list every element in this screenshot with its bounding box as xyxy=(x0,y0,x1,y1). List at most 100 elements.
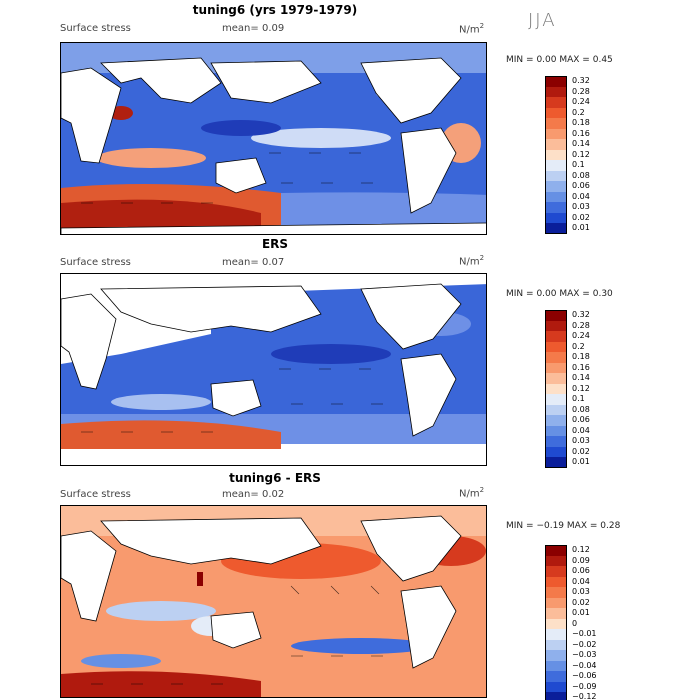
colorbar-entry: 0 xyxy=(545,618,637,629)
colorbar-swatch xyxy=(545,202,567,213)
colorbar-entry: 0.16 xyxy=(545,128,637,139)
colorbar-swatch xyxy=(545,576,567,587)
panel1-field-label: Surface stress xyxy=(60,23,131,34)
colorbar-swatch xyxy=(545,170,567,181)
colorbar-swatch xyxy=(545,310,567,321)
colorbar-entry: 0.02 xyxy=(545,212,637,223)
colorbar-label: 0.02 xyxy=(572,446,590,456)
colorbar-label: 0.28 xyxy=(572,86,590,96)
colorbar-label: 0.09 xyxy=(572,555,590,565)
colorbar-swatch xyxy=(545,394,567,405)
panel2-mean-label: mean= xyxy=(222,257,259,268)
colorbar-entry: 0.01 xyxy=(545,608,637,619)
colorbar-entry: 0.12 xyxy=(545,383,637,394)
panel3-mean-label: mean= xyxy=(222,489,259,500)
colorbar-entry: 0.24 xyxy=(545,331,637,342)
colorbar-swatch xyxy=(545,223,567,234)
colorbar-swatch xyxy=(545,671,567,682)
colorbar-entry: −0.03 xyxy=(545,650,637,661)
colorbar-entry: −0.09 xyxy=(545,681,637,692)
colorbar-label: 0.2 xyxy=(572,341,585,351)
colorbar-swatch xyxy=(545,608,567,619)
colorbar-label: 0.03 xyxy=(572,587,590,597)
colorbar-entry: 0.01 xyxy=(545,223,637,234)
colorbar-entry: −0.01 xyxy=(545,629,637,640)
colorbar-label: 0.04 xyxy=(572,191,590,201)
colorbar-label: 0.18 xyxy=(572,352,590,362)
colorbar-entry: −0.12 xyxy=(545,692,637,700)
colorbar-label: 0.2 xyxy=(572,107,585,117)
colorbar-entry: 0.14 xyxy=(545,373,637,384)
colorbar-swatch xyxy=(545,128,567,139)
panel1-mean-label: mean= xyxy=(222,23,259,34)
colorbar-swatch xyxy=(545,139,567,150)
colorbar-swatch xyxy=(545,191,567,202)
panel3-minmax: MIN = −0.19 MAX = 0.28 xyxy=(506,521,621,531)
panel3-map xyxy=(60,505,487,698)
colorbar-label: 0 xyxy=(572,618,578,628)
colorbar-label: 0.06 xyxy=(572,415,590,425)
colorbar-entry: 0.06 xyxy=(545,415,637,426)
colorbar-swatch xyxy=(545,212,567,223)
panel2-title: ERS xyxy=(261,237,289,251)
colorbar-label: 0.01 xyxy=(572,457,590,467)
panel3-map-svg xyxy=(61,506,486,697)
colorbar-label: 0.01 xyxy=(572,608,590,618)
colorbar-entry: 0.18 xyxy=(545,118,637,129)
panel2-unit: N/m2 xyxy=(459,254,485,268)
colorbar-entry: 0.02 xyxy=(545,597,637,608)
colorbar-swatch xyxy=(545,76,567,87)
colorbar-label: 0.06 xyxy=(572,566,590,576)
colorbar-entry: 0.04 xyxy=(545,191,637,202)
panel1-title: tuning6 (yrs 1979-1979) xyxy=(192,3,358,17)
colorbar-entry: 0.16 xyxy=(545,362,637,373)
panel1-minmax: MIN = 0.00 MAX = 0.45 xyxy=(506,55,613,65)
panel2-colorbar: 0.32 0.28 0.24 0.2 0.18 0.16 0.14 0.12 0.1 0.08 0.… xyxy=(545,310,637,468)
panel2-map xyxy=(60,273,487,466)
colorbar-label: −0.09 xyxy=(572,681,597,691)
colorbar-swatch xyxy=(545,341,567,352)
colorbar-entry: 0.08 xyxy=(545,170,637,181)
colorbar-entry: 0.14 xyxy=(545,139,637,150)
colorbar-entry: 0.2 xyxy=(545,341,637,352)
colorbar-entry: 0.28 xyxy=(545,86,637,97)
colorbar-swatch xyxy=(545,415,567,426)
colorbar-label: 0.04 xyxy=(572,425,590,435)
colorbar-swatch xyxy=(545,383,567,394)
colorbar-label: 0.03 xyxy=(572,436,590,446)
colorbar-swatch xyxy=(545,425,567,436)
colorbar-swatch xyxy=(545,331,567,342)
panel1-mean-value: 0.09 xyxy=(262,23,285,34)
colorbar-swatch xyxy=(545,629,567,640)
colorbar-label: 0.14 xyxy=(572,139,590,149)
colorbar-label: 0.1 xyxy=(572,394,585,404)
colorbar-entry: −0.04 xyxy=(545,660,637,671)
colorbar-entry: 0.12 xyxy=(545,149,637,160)
colorbar-entry: 0.02 xyxy=(545,446,637,457)
colorbar-entry: 0.24 xyxy=(545,97,637,108)
panel2-mean-value: 0.07 xyxy=(262,257,285,268)
panel3-field-label: Surface stress xyxy=(60,489,131,500)
colorbar-swatch xyxy=(545,107,567,118)
colorbar-label: 0.02 xyxy=(572,597,590,607)
colorbar-entry: 0.1 xyxy=(545,394,637,405)
colorbar-entry: 0.03 xyxy=(545,587,637,598)
colorbar-label: 0.12 xyxy=(572,545,590,555)
colorbar-swatch xyxy=(545,446,567,457)
colorbar-swatch xyxy=(545,692,567,700)
panel2-map-svg xyxy=(61,274,486,465)
colorbar-label: 0.08 xyxy=(572,170,590,180)
colorbar-label: −0.06 xyxy=(572,671,597,681)
colorbar-entry: 0.32 xyxy=(545,76,637,87)
panel2-minmax: MIN = 0.00 MAX = 0.30 xyxy=(506,289,613,299)
colorbar-swatch xyxy=(545,97,567,108)
colorbar-swatch xyxy=(545,566,567,577)
panel3-mean-value: 0.02 xyxy=(262,489,285,500)
panel3-unit: N/m2 xyxy=(459,486,485,500)
colorbar-label: −0.01 xyxy=(572,629,597,639)
colorbar-entry: 0.01 xyxy=(545,457,637,468)
colorbar-swatch xyxy=(545,457,567,468)
colorbar-entry: −0.02 xyxy=(545,639,637,650)
colorbar-swatch xyxy=(545,618,567,629)
